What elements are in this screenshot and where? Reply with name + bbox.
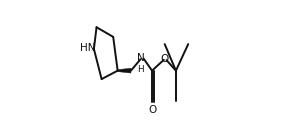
Polygon shape [118,68,131,73]
Text: HN: HN [80,43,96,53]
Text: O: O [149,105,157,115]
Text: N: N [137,53,145,63]
Text: H: H [138,65,144,74]
Text: O: O [160,54,168,64]
